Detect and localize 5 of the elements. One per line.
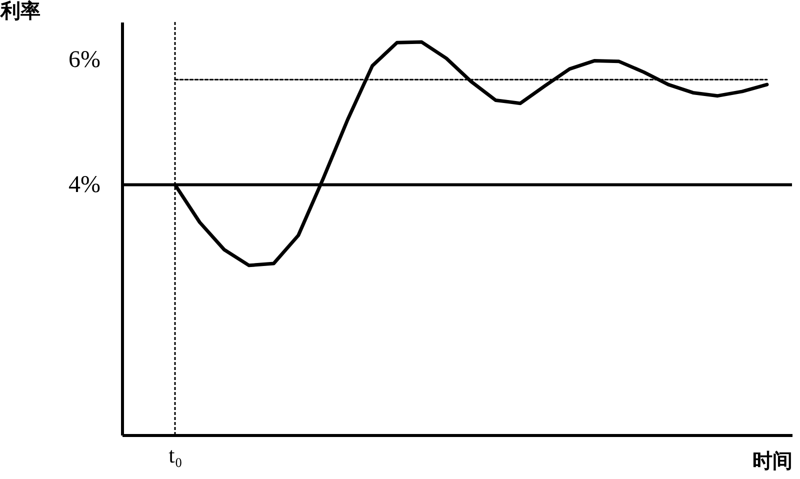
x-tick-label: t₀ xyxy=(168,442,182,468)
y-axis-title: 利率 xyxy=(0,0,40,22)
y-tick-label: 6% xyxy=(68,47,100,74)
y-tick-label: 4% xyxy=(68,172,100,198)
x-axis-title: 时间 xyxy=(752,448,792,472)
